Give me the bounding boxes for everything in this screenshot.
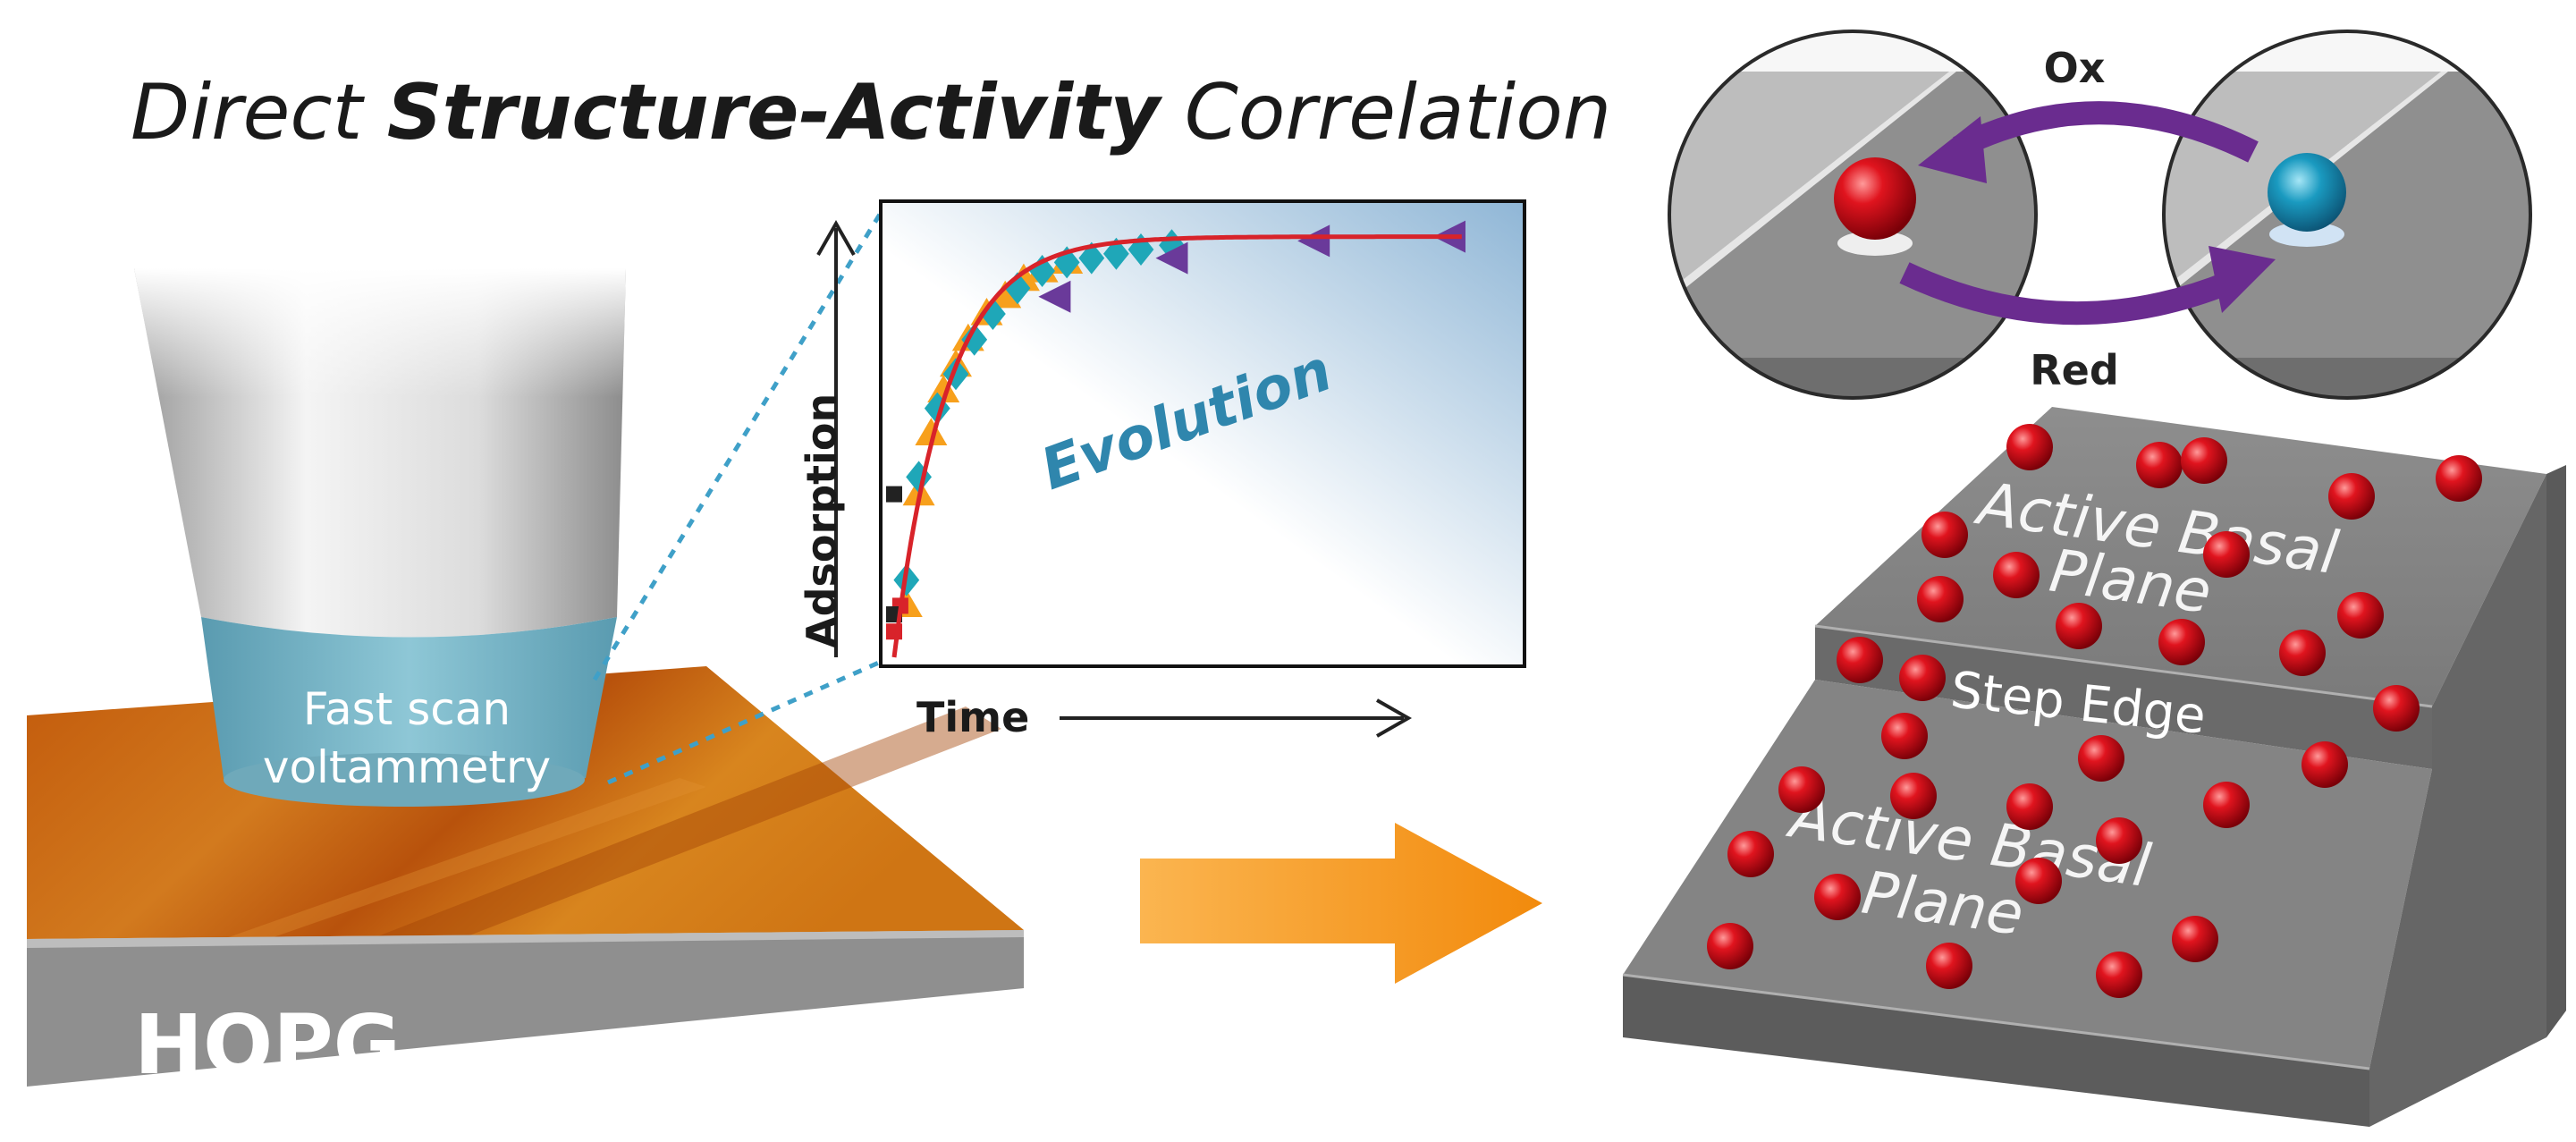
data-point-series-1 bbox=[1103, 237, 1129, 270]
hopg-front-face bbox=[27, 930, 1024, 1087]
adsorbed-spheres bbox=[1707, 424, 2482, 998]
adsorbed-sphere bbox=[2015, 858, 2062, 904]
adsorbed-sphere bbox=[2172, 916, 2218, 962]
x-axis-arrowhead bbox=[1376, 698, 1413, 738]
reduced-circle-outline bbox=[1668, 30, 2038, 400]
adsorbed-sphere bbox=[2203, 782, 2250, 828]
lower-edge-line bbox=[1622, 973, 2370, 1070]
chart-plot-area bbox=[879, 199, 1526, 668]
data-point-series-1 bbox=[961, 323, 988, 356]
adsorbed-sphere bbox=[2006, 424, 2053, 470]
hopg-surface-streak-2 bbox=[224, 778, 706, 939]
step-face bbox=[1815, 626, 2432, 769]
fsv-band bbox=[201, 617, 617, 796]
adsorbed-sphere bbox=[2096, 817, 2142, 864]
adsorbed-sphere bbox=[2136, 442, 2183, 488]
zoom-line-top bbox=[592, 211, 883, 681]
right-side-wall bbox=[2369, 474, 2546, 1127]
chart-marks bbox=[886, 220, 1465, 658]
adsorbed-sphere bbox=[1707, 923, 1753, 969]
probe-cone-fade bbox=[134, 268, 626, 638]
fsv-label-line2: voltammetry bbox=[263, 741, 551, 793]
adsorption-chart: Evolution Adsorption Time bbox=[798, 199, 1526, 741]
red-label: Red bbox=[2030, 346, 2119, 394]
data-point-series-1 bbox=[980, 298, 1006, 330]
hopg-surface-streak bbox=[376, 706, 1001, 937]
orange-transition-arrow bbox=[1140, 823, 1542, 984]
adsorbed-sphere bbox=[1881, 713, 1928, 759]
adsorbed-sphere bbox=[1727, 831, 1774, 877]
figure-title: Direct Structure-Activity Correlation bbox=[131, 68, 1611, 157]
data-point-series-1 bbox=[1078, 241, 1105, 275]
data-point-series-2 bbox=[1038, 280, 1071, 313]
adsorbed-sphere bbox=[2373, 685, 2420, 732]
adsorbed-sphere bbox=[1993, 552, 2040, 598]
fsv-label-line1: Fast scan bbox=[303, 683, 511, 735]
adsorbed-sphere bbox=[2302, 741, 2348, 788]
adsorbed-sphere bbox=[2279, 630, 2326, 676]
data-point-series-0 bbox=[989, 280, 1022, 309]
adsorbed-sphere bbox=[1778, 766, 1825, 813]
title-prefix: Direct bbox=[131, 68, 387, 157]
adsorbed-sphere bbox=[2436, 455, 2482, 502]
data-point-series-1 bbox=[1029, 255, 1055, 287]
red-sphere-glow bbox=[1837, 231, 1913, 256]
adsorbed-sphere bbox=[2006, 783, 2053, 830]
data-point-series-0 bbox=[915, 418, 948, 445]
title-bold: Structure-Activity bbox=[387, 68, 1164, 157]
ox-label: Ox bbox=[2044, 44, 2106, 92]
blue-sphere-glow bbox=[2269, 222, 2344, 247]
stepped-electrode: Active Basal Plane Step Edge Active Basa… bbox=[1622, 407, 2566, 1127]
adsorbed-sphere bbox=[1917, 576, 1964, 622]
red-arrow bbox=[1899, 262, 2235, 326]
adsorbed-sphere bbox=[2096, 952, 2142, 998]
x-axis-label: Time bbox=[916, 693, 1029, 741]
probe-tip: Fast scan voltammetry bbox=[134, 268, 626, 807]
oxidized-circle-outline bbox=[2162, 30, 2532, 400]
upper-edge-line bbox=[1814, 624, 2433, 708]
title-suffix: Correlation bbox=[1160, 68, 1611, 157]
adsorbed-sphere bbox=[1921, 512, 1968, 558]
front-face bbox=[1623, 975, 2369, 1127]
data-point-series-1 bbox=[906, 461, 932, 494]
adsorbed-sphere bbox=[1890, 773, 1937, 819]
adsorbed-sphere bbox=[2328, 473, 2375, 520]
adsorbed-sphere bbox=[2203, 531, 2250, 578]
zoom-line-bottom bbox=[606, 659, 883, 785]
ox-arrow bbox=[1953, 101, 2259, 163]
fit-curve bbox=[891, 234, 1462, 658]
data-point-series-2 bbox=[1297, 224, 1330, 258]
adsorbed-sphere bbox=[2337, 592, 2384, 639]
adsorbed-sphere bbox=[2181, 437, 2227, 484]
hopg-edge-highlight bbox=[27, 930, 1024, 948]
data-point-series-4 bbox=[886, 486, 902, 503]
blue-sphere bbox=[2268, 153, 2346, 232]
y-axis-label: Adsorption bbox=[798, 393, 846, 648]
red-sphere bbox=[1834, 157, 1916, 240]
adsorbed-sphere bbox=[1814, 874, 1861, 920]
adsorbed-sphere bbox=[1926, 943, 1972, 989]
redox-cycle: Ox Red bbox=[1668, 30, 2532, 400]
adsorbed-sphere bbox=[2056, 603, 2102, 649]
red-arrowhead bbox=[2209, 246, 2276, 313]
adsorbed-sphere bbox=[2078, 735, 2124, 782]
y-axis-arrowhead bbox=[816, 219, 856, 256]
adsorbed-sphere bbox=[1837, 637, 1883, 683]
fsv-band-base bbox=[224, 753, 585, 807]
adsorbed-sphere bbox=[2158, 619, 2205, 665]
data-point-series-2 bbox=[1155, 241, 1188, 275]
hopg-label: HOPG bbox=[134, 997, 401, 1093]
upper-side bbox=[2546, 465, 2566, 1037]
ox-arrowhead bbox=[1918, 116, 1987, 183]
adsorbed-sphere bbox=[1899, 655, 1946, 701]
